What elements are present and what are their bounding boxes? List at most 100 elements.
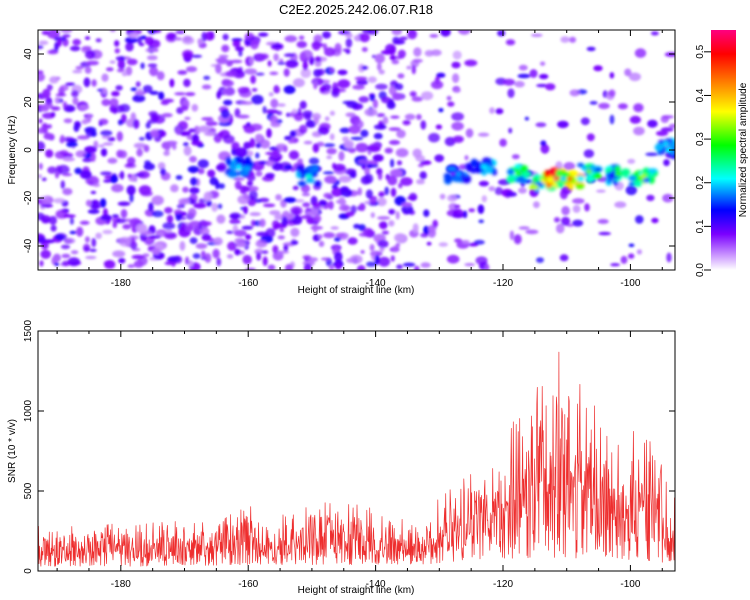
noise-blob bbox=[249, 137, 256, 148]
noise-blob bbox=[251, 88, 258, 92]
noise-blob bbox=[300, 49, 313, 60]
noise-blob bbox=[464, 155, 469, 161]
noise-blob bbox=[475, 256, 488, 265]
spectral-peak bbox=[529, 184, 539, 190]
noise-blob bbox=[220, 109, 230, 119]
noise-blob bbox=[593, 65, 603, 72]
noise-blob bbox=[389, 168, 403, 178]
noise-blob bbox=[42, 88, 51, 99]
spectral-peak bbox=[234, 156, 241, 162]
noise-blob bbox=[277, 103, 286, 107]
noise-blob bbox=[204, 253, 212, 263]
spectral-peak bbox=[520, 171, 532, 178]
noise-blob bbox=[247, 199, 256, 207]
noise-blob bbox=[448, 203, 458, 211]
noise-blob bbox=[235, 46, 245, 52]
snr-y-tick-label: 1000 bbox=[23, 399, 34, 422]
noise-blob bbox=[69, 230, 77, 235]
noise-blob bbox=[299, 100, 307, 110]
noise-blob bbox=[390, 255, 395, 262]
noise-blob bbox=[172, 143, 177, 151]
noise-blob bbox=[84, 236, 90, 243]
noise-blob bbox=[290, 206, 303, 216]
noise-blob bbox=[508, 127, 513, 134]
noise-blob bbox=[272, 44, 283, 49]
snr-chart: -180 -160 -140 -120 -100 0 500 1000 1500 Height… bbox=[7, 319, 676, 596]
noise-blob bbox=[332, 87, 340, 92]
noise-blob bbox=[192, 253, 201, 259]
noise-blob bbox=[229, 113, 234, 125]
noise-blob bbox=[191, 104, 199, 112]
noise-blob bbox=[265, 172, 275, 179]
noise-blob bbox=[378, 256, 391, 267]
noise-blob bbox=[112, 214, 119, 218]
noise-blob bbox=[216, 257, 222, 267]
noise-blob bbox=[314, 56, 322, 63]
noise-blob bbox=[122, 224, 131, 230]
noise-blob bbox=[426, 241, 432, 246]
noise-blob bbox=[629, 115, 642, 124]
noise-blob bbox=[254, 152, 260, 159]
noise-blob bbox=[651, 217, 659, 224]
spectral-peak bbox=[296, 165, 305, 173]
noise-blob bbox=[85, 199, 92, 207]
noise-blob bbox=[63, 237, 76, 244]
spectral-peak bbox=[657, 150, 662, 155]
noise-blob bbox=[100, 130, 113, 137]
noise-blob bbox=[650, 31, 659, 36]
noise-blob bbox=[281, 216, 288, 227]
noise-blob bbox=[223, 99, 233, 106]
noise-blob bbox=[364, 166, 371, 176]
noise-blob bbox=[324, 175, 337, 184]
noise-blob bbox=[241, 101, 253, 105]
spectrogram-y-tick-label: -40 bbox=[23, 238, 34, 253]
noise-blob bbox=[218, 183, 226, 190]
noise-blob bbox=[83, 246, 90, 251]
noise-blob bbox=[269, 115, 278, 125]
noise-blob bbox=[329, 265, 335, 270]
noise-blob bbox=[38, 45, 44, 50]
noise-blob bbox=[357, 187, 363, 196]
noise-blob bbox=[195, 243, 208, 250]
noise-blob bbox=[451, 112, 464, 121]
noise-blob bbox=[322, 171, 335, 175]
noise-blob bbox=[337, 79, 351, 89]
noise-blob bbox=[395, 148, 409, 158]
noise-blob bbox=[242, 186, 250, 193]
noise-blob bbox=[187, 207, 197, 218]
noise-blob bbox=[259, 218, 266, 228]
noise-blob bbox=[277, 61, 286, 65]
noise-blob bbox=[572, 219, 584, 227]
noise-blob bbox=[39, 260, 44, 267]
noise-blob bbox=[289, 130, 297, 138]
noise-blob bbox=[84, 66, 92, 74]
noise-blob bbox=[193, 202, 207, 209]
noise-blob bbox=[218, 54, 229, 59]
noise-blob bbox=[205, 31, 215, 41]
noise-blob bbox=[313, 81, 318, 90]
spectral-peak bbox=[577, 162, 585, 168]
noise-blob bbox=[256, 252, 262, 261]
noise-blob bbox=[138, 185, 152, 196]
spectral-peak bbox=[560, 172, 571, 177]
noise-blob bbox=[182, 35, 192, 43]
noise-blob bbox=[540, 140, 547, 146]
noise-blob bbox=[366, 163, 373, 169]
noise-blob bbox=[87, 209, 100, 215]
noise-blob bbox=[396, 160, 403, 166]
spectral-peak bbox=[470, 158, 478, 168]
noise-blob bbox=[545, 83, 556, 91]
noise-blob bbox=[458, 164, 467, 170]
noise-blob bbox=[312, 202, 322, 209]
noise-blob bbox=[201, 117, 212, 121]
noise-blob bbox=[67, 257, 81, 267]
spectral-peak bbox=[506, 168, 515, 176]
noise-blob bbox=[261, 250, 269, 255]
noise-blob bbox=[258, 32, 269, 37]
snr-series-line bbox=[38, 351, 675, 567]
spectral-peak-core bbox=[640, 173, 647, 179]
noise-blob bbox=[41, 177, 47, 182]
noise-blob bbox=[126, 185, 136, 196]
noise-blob bbox=[233, 177, 245, 181]
noise-blob bbox=[391, 92, 402, 101]
